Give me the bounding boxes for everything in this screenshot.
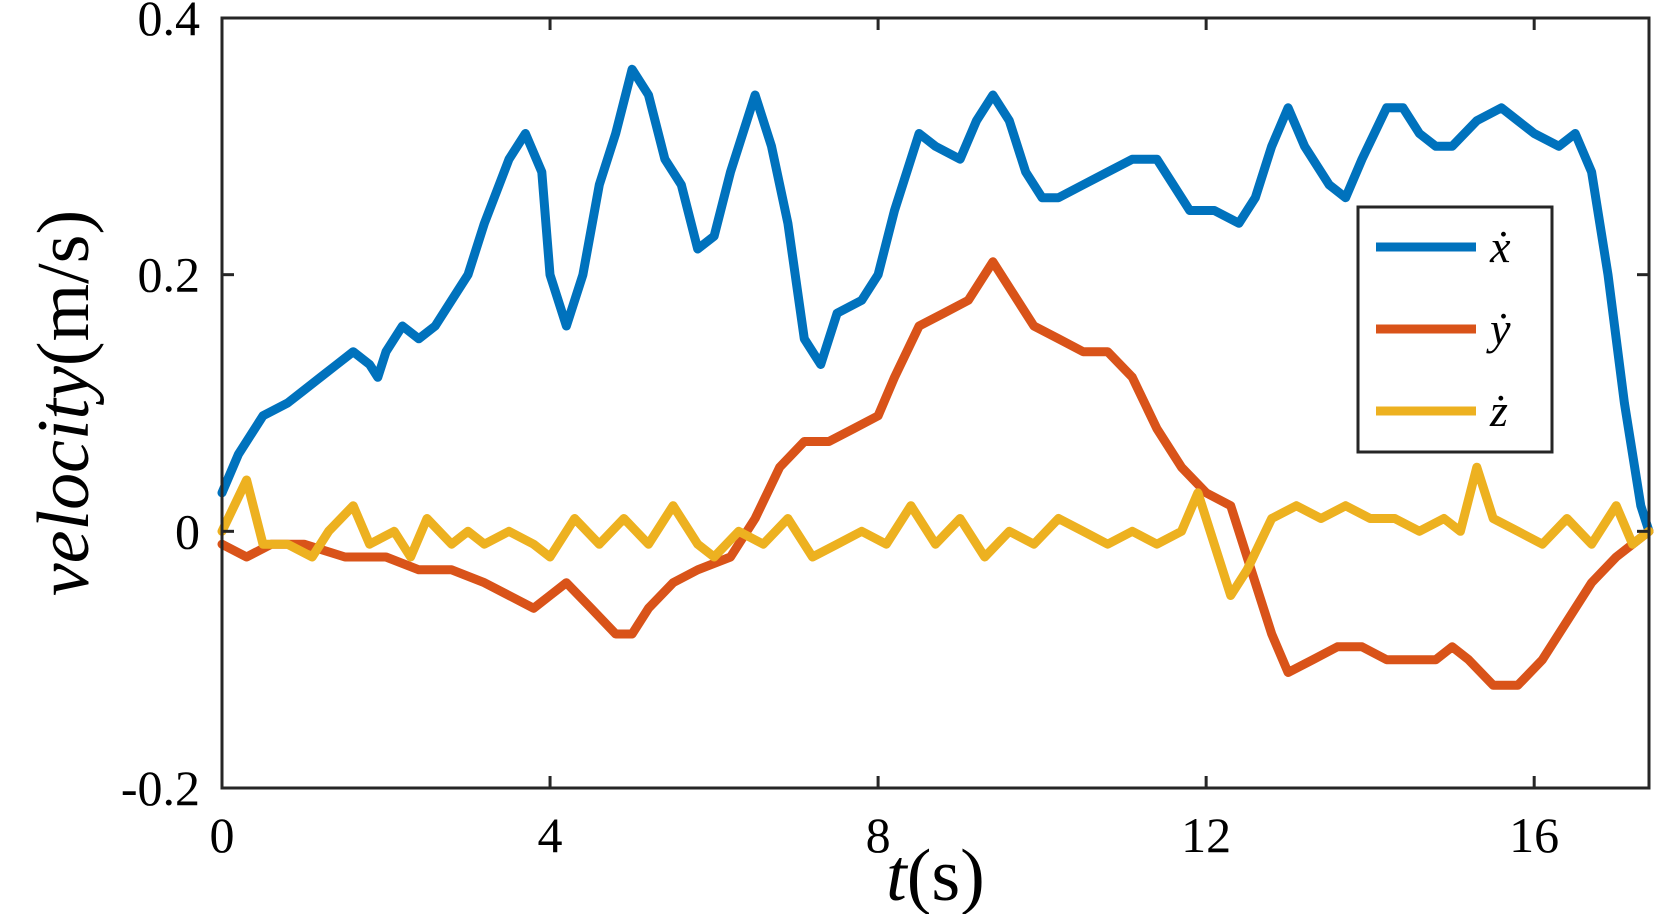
y-tick-label: -0.2 <box>121 760 200 816</box>
y-tick-label: 0.4 <box>138 0 201 46</box>
legend-label-1: ẋ <box>1489 221 1511 272</box>
x-tick-label: 8 <box>866 807 891 863</box>
legend: ẋẏż <box>1356 205 1554 454</box>
series-line-1 <box>217 64 1654 536</box>
x-tick-label: 4 <box>538 807 563 863</box>
ticks-layer: 0 4 8 12 160.40.20-0.2 <box>121 0 1649 863</box>
x-tick-label: 16 <box>1509 807 1559 863</box>
series-layer <box>217 64 1654 690</box>
plot-area-frame <box>220 16 1651 790</box>
x-tick-label: 12 <box>1181 807 1231 863</box>
x-tick-label: 0 <box>210 807 235 863</box>
y-axis-label: velocity(m/s) <box>23 210 105 596</box>
legend-label-2: ẏ <box>1486 303 1511 354</box>
series-line-3 <box>217 462 1654 600</box>
series-line-2 <box>217 257 1654 690</box>
y-tick-label: 0.2 <box>138 247 201 303</box>
legend-items: ẋẏż <box>1376 221 1511 436</box>
x-axis-label-variable: t <box>886 835 909 914</box>
legend-label-3: ż <box>1489 385 1508 436</box>
y-axis-label-variable: velocity <box>23 366 105 596</box>
y-tick-label: 0 <box>175 503 200 559</box>
x-axis-label-unit: (s) <box>907 835 985 914</box>
y-axis-label-unit: (m/s) <box>23 210 105 366</box>
x-axis-label: t(s) <box>886 835 985 914</box>
